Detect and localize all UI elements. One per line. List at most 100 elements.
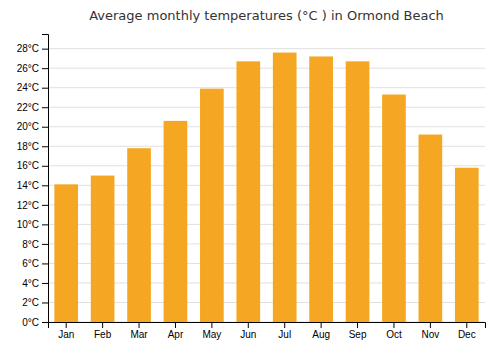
y-tick: 0°C xyxy=(22,317,48,328)
y-tick: 16°C xyxy=(17,160,48,171)
y-tick-label: 22°C xyxy=(17,102,39,113)
x-tick-mark xyxy=(284,322,285,328)
y-tick-label: 28°C xyxy=(17,43,39,54)
y-tick: 22°C xyxy=(17,102,48,113)
grid-line xyxy=(48,126,485,127)
x-tick-mark xyxy=(466,322,467,328)
bars xyxy=(54,53,478,322)
x-tick-mark xyxy=(393,322,394,328)
x-tick: Feb xyxy=(94,322,112,340)
y-tick-mark xyxy=(42,146,48,147)
x-tick: Jan xyxy=(58,322,74,340)
x-tick: May xyxy=(202,322,221,340)
bar xyxy=(236,61,260,322)
grid-line xyxy=(48,87,485,88)
x-tick: Mar xyxy=(130,322,148,340)
x-tick-mark xyxy=(102,322,103,328)
x-tick-mark xyxy=(211,322,212,328)
y-tick-mark xyxy=(42,263,48,264)
x-tick-label: Feb xyxy=(94,329,112,340)
y-tick: 2°C xyxy=(22,297,48,308)
x-tick: Nov xyxy=(421,322,439,340)
bar xyxy=(164,121,188,322)
y-tick: 6°C xyxy=(22,258,48,269)
y-tick: 20°C xyxy=(17,121,48,132)
y-tick-mark xyxy=(42,224,48,225)
x-tick-label: Sep xyxy=(349,329,367,340)
x-tick-mark xyxy=(139,322,140,328)
y-tick-label: 12°C xyxy=(17,200,39,211)
x-tick-mark xyxy=(175,322,176,328)
x-tick-label: May xyxy=(202,329,221,340)
y-tick-mark xyxy=(42,302,48,303)
y-tick-mark xyxy=(42,88,48,89)
y-tick-mark xyxy=(42,205,48,206)
chart-title: Average monthly temperatures (°C ) in Or… xyxy=(89,8,444,23)
x-tick: Jun xyxy=(240,322,256,340)
grid-line xyxy=(48,107,485,108)
y-tick: 4°C xyxy=(22,278,48,289)
bar xyxy=(54,184,78,322)
x-tick-mark xyxy=(430,322,431,328)
y-tick: 12°C xyxy=(17,200,48,211)
y-tick-mark xyxy=(42,185,48,186)
y-tick-label: 16°C xyxy=(17,160,39,171)
x-tick-label: Apr xyxy=(168,329,184,340)
bar xyxy=(200,89,224,322)
y-tick-label: 0°C xyxy=(22,317,39,328)
y-tick: 18°C xyxy=(17,141,48,152)
bar xyxy=(91,176,115,322)
y-tick-mark xyxy=(42,127,48,128)
x-axis: Jan Feb Mar Apr May Jun Jul Aug Sep Oct Nov Dec xyxy=(49,322,486,340)
x-tick-mark xyxy=(66,322,67,328)
y-tick-label: 6°C xyxy=(22,258,39,269)
plot-area: 0°C 2°C 4°C 6°C 8°C 10°C 12°C 14°C 16°C 18°C 20°C 2… xyxy=(17,35,486,341)
x-axis-line xyxy=(49,323,486,329)
y-tick-label: 14°C xyxy=(17,180,39,191)
y-tick-mark xyxy=(42,244,48,245)
y-tick-label: 20°C xyxy=(17,121,39,132)
x-tick-label: Jun xyxy=(240,329,256,340)
y-tick-label: 26°C xyxy=(17,63,39,74)
y-tick: 26°C xyxy=(17,63,48,74)
y-tick-mark xyxy=(42,166,48,167)
x-tick: Oct xyxy=(386,322,402,340)
x-tick: Aug xyxy=(312,322,330,340)
x-tick-mark xyxy=(357,322,358,328)
y-tick-label: 4°C xyxy=(22,278,39,289)
y-tick-label: 24°C xyxy=(17,82,39,93)
bar xyxy=(419,135,443,322)
x-tick-label: Jul xyxy=(278,329,291,340)
y-tick-label: 8°C xyxy=(22,239,39,250)
bar xyxy=(273,53,297,322)
grid xyxy=(48,49,485,322)
x-tick: Sep xyxy=(349,322,367,340)
x-tick-label: Nov xyxy=(421,329,439,340)
x-tick-label: Aug xyxy=(312,329,330,340)
y-tick: 10°C xyxy=(17,219,48,230)
y-tick: 8°C xyxy=(22,239,48,250)
y-tick: 14°C xyxy=(17,180,48,191)
x-tick: Apr xyxy=(168,322,184,340)
y-tick-mark xyxy=(42,68,48,69)
x-tick-label: Dec xyxy=(458,329,476,340)
y-tick-label: 18°C xyxy=(17,141,39,152)
x-tick: Jul xyxy=(278,322,291,340)
y-tick-mark xyxy=(42,107,48,108)
grid-line xyxy=(48,68,485,69)
y-tick-mark xyxy=(42,283,48,284)
bar xyxy=(346,61,370,322)
y-tick: 28°C xyxy=(17,43,48,54)
bar xyxy=(127,148,151,322)
x-tick-label: Mar xyxy=(130,329,148,340)
x-tick-label: Oct xyxy=(386,329,402,340)
y-axis-line xyxy=(42,35,49,323)
x-tick-label: Jan xyxy=(58,329,74,340)
y-tick-mark xyxy=(42,322,48,323)
chart-svg: 0°C 2°C 4°C 6°C 8°C 10°C 12°C 14°C 16°C 18°C 20°C 2… xyxy=(0,0,500,350)
bar xyxy=(309,56,333,322)
bar xyxy=(382,95,406,322)
y-tick-mark xyxy=(42,49,48,50)
bar xyxy=(455,168,479,322)
x-tick-mark xyxy=(321,322,322,328)
